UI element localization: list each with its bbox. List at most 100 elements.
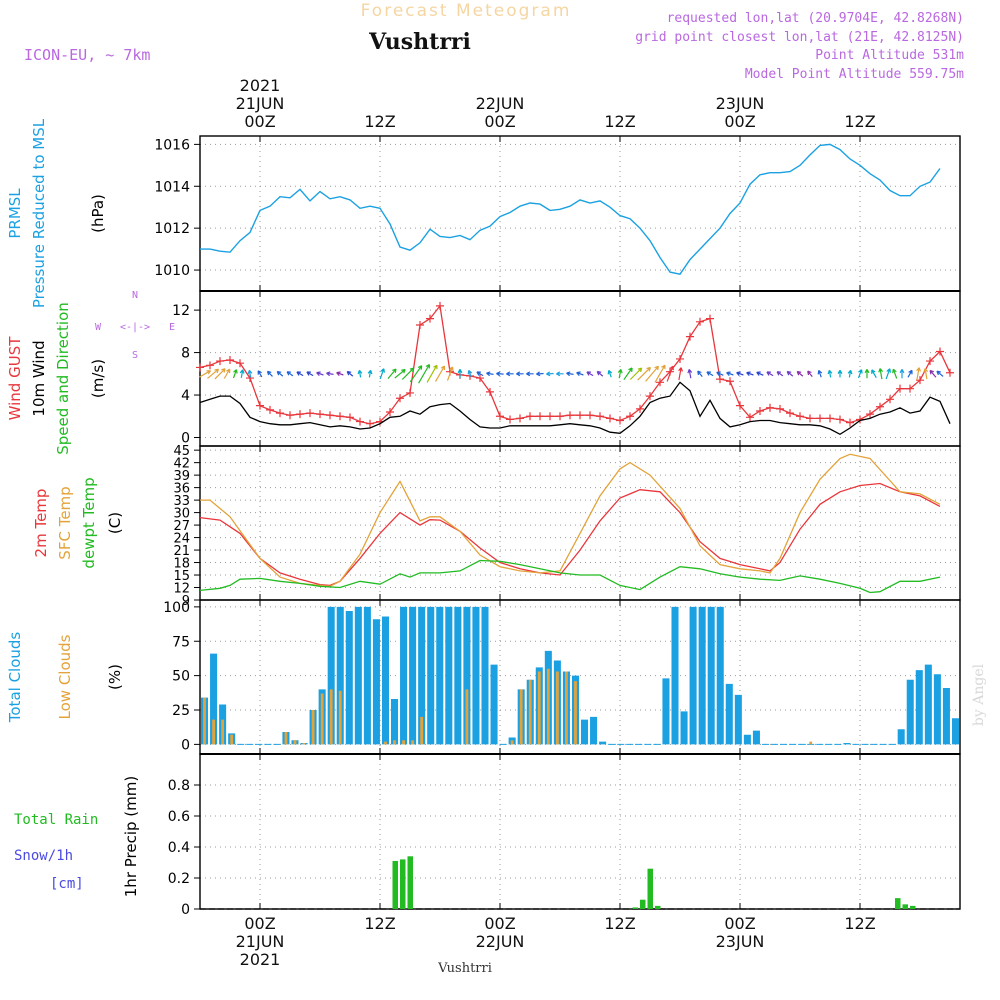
gust-marker	[726, 377, 734, 386]
total-cloud-bar	[472, 606, 480, 745]
p3-label: dewpt Temp	[80, 477, 98, 568]
total-cloud-bar	[924, 664, 932, 745]
time-label: 21JUN	[236, 94, 285, 113]
gust-marker	[556, 412, 564, 421]
total-cloud-bar	[707, 606, 715, 745]
gust-marker	[296, 410, 304, 419]
gust-marker	[366, 419, 374, 428]
wind-direction-arrow	[706, 371, 714, 377]
low-cloud-bar	[565, 671, 568, 745]
total-cloud-bar	[418, 606, 426, 745]
wind-direction-arrow	[346, 370, 354, 377]
gust-marker	[216, 357, 224, 366]
p3-label: 2m Temp	[32, 489, 50, 558]
gust-marker	[486, 387, 494, 396]
clouds-ytick-label: 50	[172, 669, 190, 685]
time-label: 2021	[240, 950, 281, 969]
total-cloud-bar	[463, 606, 471, 745]
gust-marker	[886, 395, 894, 404]
total-cloud-bar	[942, 688, 950, 745]
gust-marker	[566, 411, 574, 420]
precipitation-panel: 0 0.2 0.4 0.6 0.8	[168, 753, 961, 918]
gust-marker	[266, 405, 274, 414]
p4-label: (%)	[106, 664, 124, 690]
wind-direction-arrow	[506, 371, 514, 377]
wind-direction-arrow	[526, 371, 534, 377]
gust-marker	[356, 417, 364, 426]
gust-marker	[256, 401, 264, 410]
wind-direction-arrow	[678, 367, 683, 381]
low-cloud-bar	[221, 719, 225, 745]
wind-direction-arrow	[446, 366, 454, 381]
low-cloud-bar	[230, 734, 234, 745]
clouds-ytick-label: 75	[172, 634, 190, 650]
total-cloud-bar	[210, 653, 218, 745]
total-cloud-bar	[716, 606, 724, 745]
watermark: by Angel	[971, 663, 987, 726]
total-cloud-bar	[327, 606, 335, 745]
wind-direction-arrow	[666, 365, 674, 382]
rain-bar	[632, 907, 638, 909]
wind-direction-arrow	[546, 371, 554, 377]
wind-direction-arrow	[885, 368, 891, 380]
wind-direction-arrow	[786, 370, 794, 377]
total-cloud-bar	[662, 678, 670, 745]
wind-direction-arrow	[556, 371, 564, 377]
gust-marker	[686, 332, 694, 341]
gust-marker	[876, 402, 884, 411]
total-cloud-bar	[599, 741, 607, 745]
pressure-ytick-label: 1016	[154, 137, 190, 153]
wind-direction-arrow	[409, 365, 423, 383]
wind-direction-arrow	[726, 371, 734, 377]
precip-axis-label: 1hr Precip (mm)	[122, 776, 140, 897]
clouds-ytick-label: 25	[172, 703, 190, 719]
low-cloud-bar	[203, 697, 206, 745]
wind-direction-arrow	[536, 371, 544, 377]
gust-marker	[286, 411, 294, 420]
gust-marker	[836, 415, 844, 424]
total-cloud-bar	[372, 619, 380, 745]
wind-direction-arrow	[796, 370, 804, 377]
precipitation-frame	[199, 753, 961, 910]
gust-marker	[426, 314, 434, 323]
gust-marker	[546, 412, 554, 421]
gust-marker	[316, 410, 324, 419]
total-cloud-bar	[933, 674, 941, 745]
temperature-ytick-label: 18	[173, 557, 190, 572]
compass-north: N	[132, 290, 138, 301]
wind-direction-arrow	[871, 369, 877, 378]
wind-direction-arrow	[907, 369, 913, 378]
total-cloud-bar	[689, 606, 697, 745]
wind-direction-arrow	[367, 369, 373, 378]
time-label: 12Z	[844, 112, 875, 131]
wind-direction-arrow	[476, 371, 484, 377]
p3-label: SFC Temp	[56, 486, 74, 559]
total-cloud-bar	[951, 718, 959, 745]
wind-direction-arrow	[434, 365, 446, 382]
low-cloud-bar	[420, 716, 424, 745]
wind-direction-arrow	[878, 368, 884, 380]
wind-direction-arrow	[516, 371, 524, 377]
low-cloud-bar	[411, 740, 415, 745]
gust-marker	[946, 368, 954, 377]
gust-marker	[206, 361, 214, 370]
time-label: 22JUN	[476, 94, 525, 113]
wind-direction-arrow	[214, 368, 226, 380]
total-cloud-bar	[454, 606, 462, 745]
wind-speed-line	[199, 381, 951, 436]
gust-marker	[526, 412, 534, 421]
point-altitude: Point Altitude 531m	[815, 48, 964, 63]
time-label: 00Z	[244, 112, 275, 131]
wind-direction-arrow	[756, 371, 764, 376]
total-cloud-bar	[725, 683, 733, 745]
low-cloud-bar	[302, 743, 306, 745]
time-label: 00Z	[484, 914, 515, 933]
gust-marker	[756, 406, 764, 415]
gust-marker	[716, 375, 724, 384]
temperature-ytick-label: 30	[173, 507, 190, 522]
low-cloud-bar	[465, 689, 469, 745]
wind-ytick-label: 12	[172, 303, 190, 319]
gust-marker	[636, 404, 644, 413]
wind-direction-arrow	[697, 370, 703, 377]
wind-direction-arrow	[266, 370, 273, 377]
